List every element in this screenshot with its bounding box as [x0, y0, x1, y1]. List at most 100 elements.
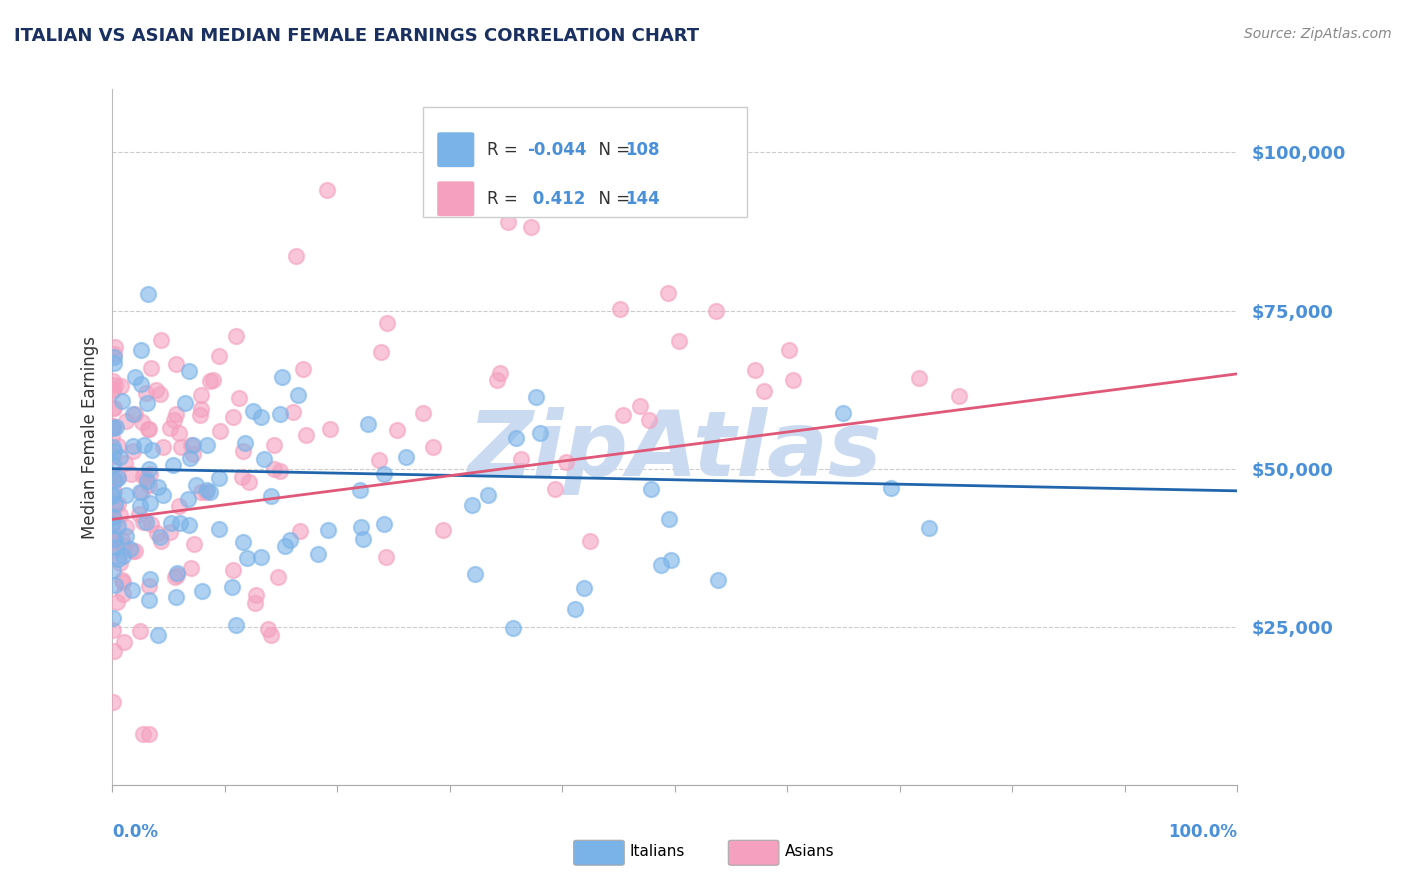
Point [253, 452, 276, 467]
Point [375, 316, 398, 330]
Point [659, 553, 682, 567]
Point [395, 450, 418, 464]
Point [136, 287, 159, 301]
Point [269, 464, 291, 478]
Point [101, 517, 124, 532]
Point [181, 447, 204, 461]
Point [101, 382, 124, 396]
Point [101, 529, 124, 543]
Point [159, 525, 181, 540]
Point [149, 530, 172, 544]
Point [128, 499, 150, 513]
Point [422, 440, 444, 454]
Point [136, 475, 159, 489]
Point [225, 329, 247, 343]
Point [138, 462, 160, 476]
Point [149, 387, 172, 401]
Y-axis label: Median Female Earnings: Median Female Earnings [80, 335, 98, 539]
Point [134, 438, 156, 452]
Point [101, 695, 124, 709]
Point [228, 391, 250, 405]
Point [105, 420, 128, 434]
Point [288, 524, 311, 538]
Text: Source: ZipAtlas.com: Source: ZipAtlas.com [1244, 27, 1392, 41]
Point [146, 525, 169, 540]
Point [245, 588, 267, 602]
Point [101, 611, 124, 625]
Point [579, 533, 602, 548]
Point [122, 407, 145, 421]
Point [658, 512, 681, 526]
Point [115, 529, 138, 543]
Point [233, 436, 256, 450]
Point [544, 482, 567, 496]
Point [368, 453, 391, 467]
Point [118, 542, 141, 557]
Point [236, 551, 259, 566]
Point [165, 357, 187, 371]
Point [103, 401, 125, 416]
Point [250, 410, 273, 425]
Point [114, 414, 136, 428]
Point [190, 584, 212, 599]
Point [195, 483, 218, 497]
Point [373, 467, 395, 482]
Point [101, 510, 124, 524]
Point [524, 390, 547, 404]
Point [186, 478, 208, 492]
Point [162, 458, 184, 472]
Point [292, 362, 315, 376]
Text: 108: 108 [626, 141, 659, 159]
Point [149, 534, 172, 549]
Point [122, 443, 145, 458]
Point [169, 516, 191, 530]
Point [477, 488, 499, 502]
Point [202, 373, 225, 387]
Point [101, 470, 124, 484]
Point [269, 407, 291, 421]
Point [101, 487, 124, 501]
Point [138, 593, 160, 607]
Point [572, 581, 595, 595]
Point [352, 532, 374, 546]
Point [108, 508, 131, 523]
Point [124, 407, 146, 421]
Point [208, 522, 231, 536]
Point [101, 489, 124, 503]
Point [103, 644, 125, 658]
Text: 0.0%: 0.0% [112, 823, 159, 841]
Point [638, 413, 661, 427]
Point [464, 566, 486, 581]
Text: Asians: Asians [785, 845, 834, 859]
Point [263, 438, 285, 452]
Point [564, 602, 586, 616]
Point [103, 351, 125, 365]
Point [284, 249, 307, 263]
Point [148, 627, 170, 641]
Point [128, 507, 150, 521]
Point [135, 471, 157, 485]
Point [177, 364, 200, 378]
Point [101, 420, 124, 434]
Text: ITALIAN VS ASIAN MEDIAN FEMALE EARNINGS CORRELATION CHART: ITALIAN VS ASIAN MEDIAN FEMALE EARNINGS … [14, 27, 699, 45]
Text: ZipAtlas: ZipAtlas [468, 407, 882, 495]
Point [908, 371, 931, 385]
Point [167, 425, 190, 440]
Point [657, 286, 679, 301]
Point [104, 473, 127, 487]
Point [650, 558, 672, 573]
Point [190, 484, 212, 499]
Point [385, 423, 408, 437]
Point [744, 362, 766, 376]
Point [114, 520, 136, 534]
Point [232, 534, 254, 549]
Point [131, 727, 153, 741]
Point [190, 388, 212, 402]
Point [138, 727, 160, 741]
Point [129, 377, 152, 392]
Point [111, 587, 134, 601]
Point [198, 374, 221, 388]
Point [131, 415, 153, 429]
Point [101, 418, 124, 433]
Point [105, 540, 128, 554]
